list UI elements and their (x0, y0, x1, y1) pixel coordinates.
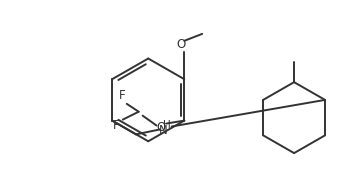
Text: F: F (112, 119, 119, 132)
Text: N: N (159, 124, 168, 137)
Text: F: F (119, 89, 125, 102)
Text: O: O (177, 38, 186, 51)
Text: O: O (156, 121, 165, 134)
Text: H: H (163, 120, 171, 129)
